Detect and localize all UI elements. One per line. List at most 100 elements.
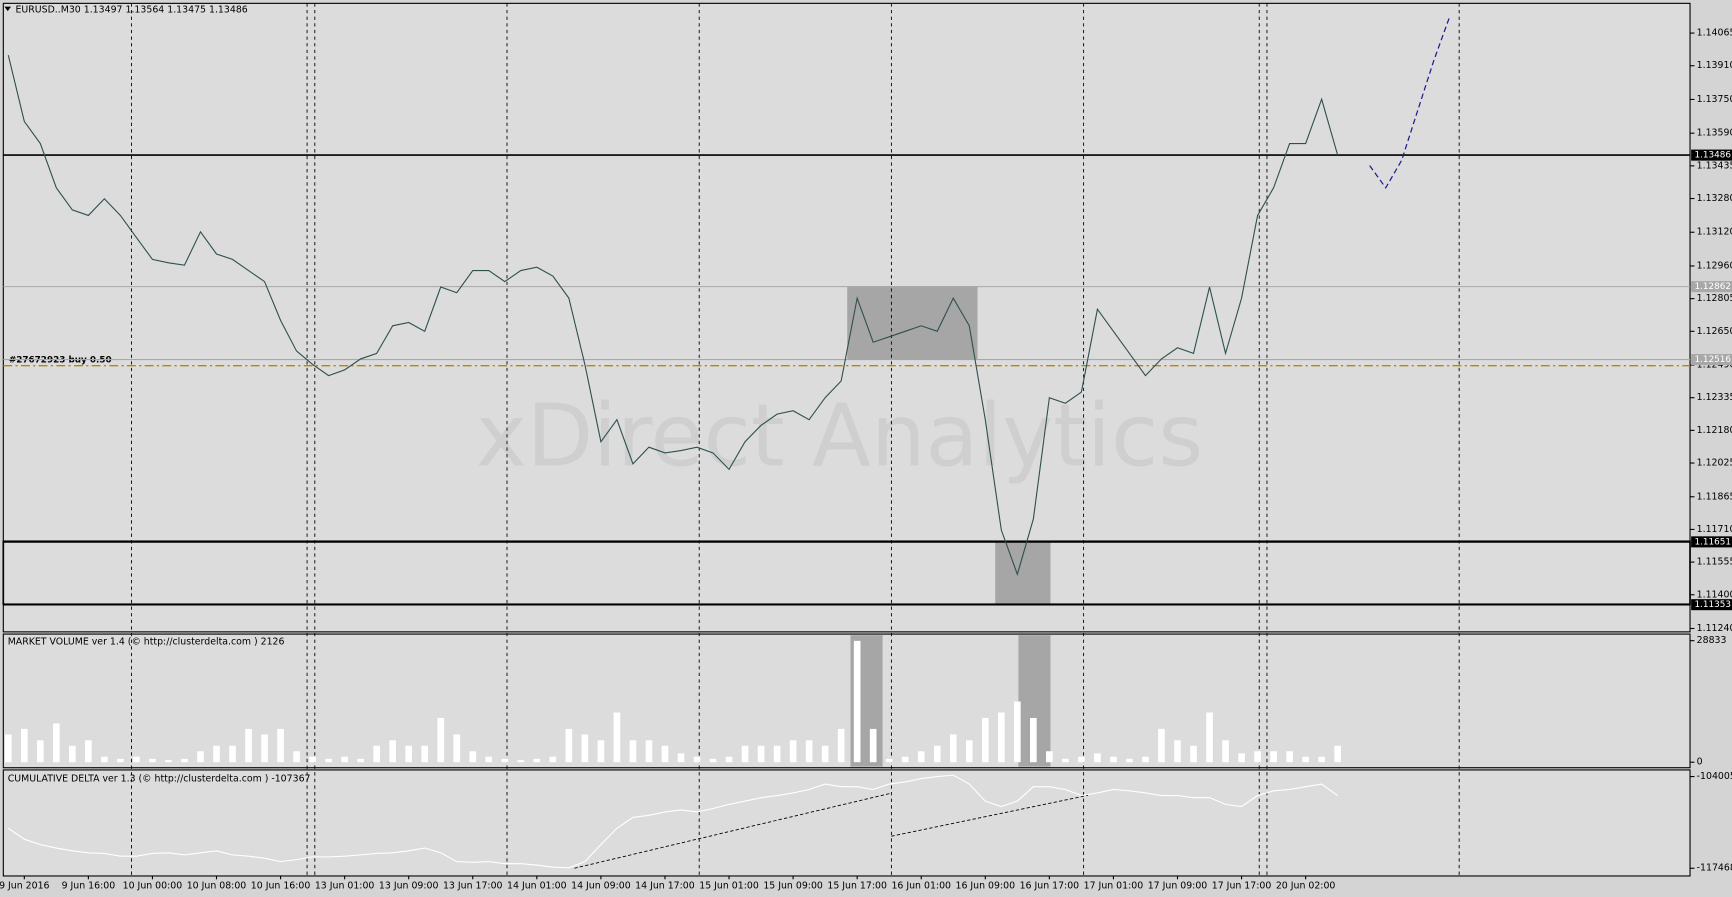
price-level-label: 1.12862 (1694, 282, 1731, 292)
volume-bar (901, 756, 909, 763)
volume-bar (181, 758, 188, 763)
volume-bar (917, 751, 925, 763)
volume-bar (277, 728, 284, 763)
volume-bar (725, 756, 733, 763)
volume-bar (485, 756, 493, 763)
volume-bar (789, 740, 797, 763)
volume-bar (4, 734, 12, 763)
volume-bar (37, 740, 44, 763)
zone (847, 286, 978, 360)
volume-bar (149, 758, 156, 763)
volume-bar (549, 756, 557, 763)
volume-bar (1030, 717, 1037, 763)
volume-bar (197, 751, 204, 763)
volume-bar (565, 728, 573, 763)
x-tick-label: 10 Jun 08:00 (187, 880, 247, 891)
price-panel (2, 2, 1691, 633)
volume-bar (1046, 751, 1053, 763)
y-tick-label: 1.13750 (1697, 94, 1732, 105)
y-tick-label: -117468 (1697, 863, 1732, 874)
x-tick-label: 14 Jun 17:00 (635, 880, 695, 891)
volume-bar (645, 740, 653, 763)
x-tick-label: 17 Jun 09:00 (1148, 880, 1208, 891)
y-tick-label: 1.12805 (1697, 293, 1732, 304)
x-tick-label: 9 Jun 16:00 (62, 880, 116, 891)
volume-bar (341, 756, 348, 763)
price-level-box (1691, 536, 1732, 548)
price-level-box (1691, 149, 1732, 161)
volume-bar (1318, 756, 1325, 763)
volume-bar (517, 760, 525, 763)
volume-bar (1078, 756, 1085, 763)
volume-bar (1062, 758, 1069, 763)
volume-bar (821, 745, 829, 763)
volume-bar (773, 745, 781, 763)
volume-bar (293, 751, 300, 763)
y-tick-label: 1.13435 (1697, 160, 1732, 171)
volume-bar (1302, 756, 1309, 763)
volume-bar (357, 758, 364, 763)
volume-bar (885, 758, 893, 763)
delta-panel (2, 769, 1691, 877)
x-tick-label: 16 Jun 17:00 (1020, 880, 1080, 891)
price-line (7, 55, 1339, 577)
y-tick-label: 1.12960 (1697, 260, 1732, 271)
x-tick-label: 17 Jun 01:00 (1084, 880, 1144, 891)
volume-bar (581, 734, 589, 763)
y-tick-label: 28833 (1697, 635, 1727, 646)
volume-bar (69, 745, 76, 763)
volume-bar (213, 745, 220, 763)
x-tick-label: 10 Jun 16:00 (251, 880, 311, 891)
volume-bar (20, 728, 28, 763)
volume-bar (533, 758, 541, 763)
volume-bar (837, 728, 845, 763)
y-tick-label: 1.13280 (1697, 193, 1732, 204)
volume-bar (373, 745, 380, 763)
trend-line (891, 794, 1089, 837)
volume-bar (309, 756, 316, 763)
indicator-title: CUMULATIVE DELTA ver 1.3 (© http://clust… (8, 773, 311, 784)
watermark: xDirect Analytics (476, 386, 1203, 486)
volume-bar (1238, 753, 1245, 763)
volume-bar (53, 723, 60, 763)
volume-bar (981, 717, 989, 763)
order-label: #27672923 buy 0.50 (9, 356, 112, 366)
x-tick-label: 10 Jun 00:00 (123, 880, 183, 891)
volume-bar (229, 745, 236, 763)
y-tick-label: 0 (1697, 757, 1703, 768)
y-tick-label: 1.14065 (1697, 28, 1732, 39)
volume-bar (261, 734, 268, 763)
volume-bar (1334, 745, 1341, 763)
price-level-label: 1.11353 (1694, 600, 1731, 610)
x-tick-label: 17 Jun 17:00 (1212, 880, 1272, 891)
volume-bar (965, 740, 973, 763)
volume-bar (117, 758, 124, 763)
price-level-box (1691, 281, 1732, 293)
volume-bar (1254, 751, 1261, 763)
x-tick-label: 15 Jun 09:00 (763, 880, 823, 891)
x-tick-label: 14 Jun 01:00 (507, 880, 567, 891)
price-level-box (1691, 354, 1732, 366)
menu-arrow[interactable] (4, 6, 12, 12)
x-tick-label: 9 Jun 2016 (0, 880, 50, 891)
volume-bar (165, 760, 172, 763)
price-level-label: 1.11651 (1694, 537, 1731, 547)
volume-bar (853, 640, 861, 763)
volume-bar (1094, 753, 1101, 763)
volume-bar (1206, 712, 1213, 763)
volume-panel (2, 633, 1691, 769)
volume-bar (933, 745, 941, 763)
x-tick-label: 16 Jun 09:00 (956, 880, 1016, 891)
y-tick-label: 1.11555 (1697, 557, 1732, 568)
volume-bar (1110, 756, 1117, 763)
y-tick-label: 1.11865 (1697, 491, 1732, 502)
volume-bar (133, 756, 140, 763)
x-tick-label: 13 Jun 09:00 (379, 880, 439, 891)
volume-bar (709, 758, 717, 763)
x-tick-label: 16 Jun 01:00 (891, 880, 951, 891)
volume-bar (437, 717, 445, 763)
volume-bar (421, 745, 429, 763)
volume-bar (1222, 740, 1229, 763)
volume-bar (85, 740, 92, 763)
